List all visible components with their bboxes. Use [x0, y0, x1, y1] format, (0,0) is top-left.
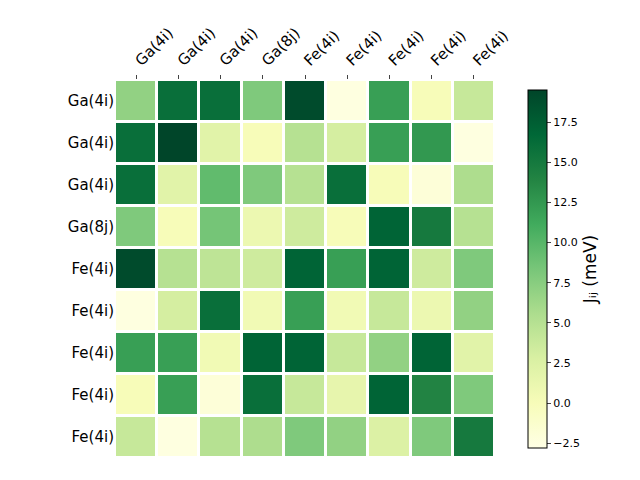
svg-text:17.5: 17.5: [553, 116, 578, 129]
svg-text:Ga(4i): Ga(4i): [68, 134, 114, 152]
svg-text:Fe(4i): Fe(4i): [72, 302, 114, 320]
svg-text:Ga(8j): Ga(8j): [258, 24, 303, 69]
svg-text:Fe(4i): Fe(4i): [72, 386, 114, 404]
svg-text:2.5: 2.5: [553, 357, 571, 370]
svg-text:Ga(4i): Ga(4i): [216, 24, 261, 69]
svg-text:Fe(4i): Fe(4i): [300, 27, 343, 70]
svg-text:Ga(4i): Ga(4i): [132, 24, 177, 69]
svg-text:Jᵢⱼ (meV): Jᵢⱼ (meV): [580, 235, 600, 304]
svg-text:Fe(4i): Fe(4i): [385, 27, 428, 70]
svg-text:0.0: 0.0: [553, 397, 571, 410]
svg-text:10.0: 10.0: [553, 236, 578, 249]
svg-text:Fe(4i): Fe(4i): [427, 27, 470, 70]
svg-text:Ga(4i): Ga(4i): [68, 176, 114, 194]
svg-text:15.0: 15.0: [553, 156, 578, 169]
svg-text:12.5: 12.5: [553, 196, 578, 209]
svg-text:7.5: 7.5: [553, 277, 571, 290]
svg-text:Ga(4i): Ga(4i): [68, 92, 114, 110]
svg-text:Fe(4i): Fe(4i): [72, 344, 114, 362]
svg-text:Ga(4i): Ga(4i): [174, 24, 219, 69]
svg-text:Fe(4i): Fe(4i): [72, 428, 114, 446]
svg-text:−2.5: −2.5: [553, 437, 580, 450]
svg-text:5.0: 5.0: [553, 317, 571, 330]
svg-text:Fe(4i): Fe(4i): [72, 260, 114, 278]
svg-text:Ga(8j): Ga(8j): [68, 218, 114, 236]
svg-text:Fe(4i): Fe(4i): [343, 27, 386, 70]
svg-text:Fe(4i): Fe(4i): [469, 27, 512, 70]
